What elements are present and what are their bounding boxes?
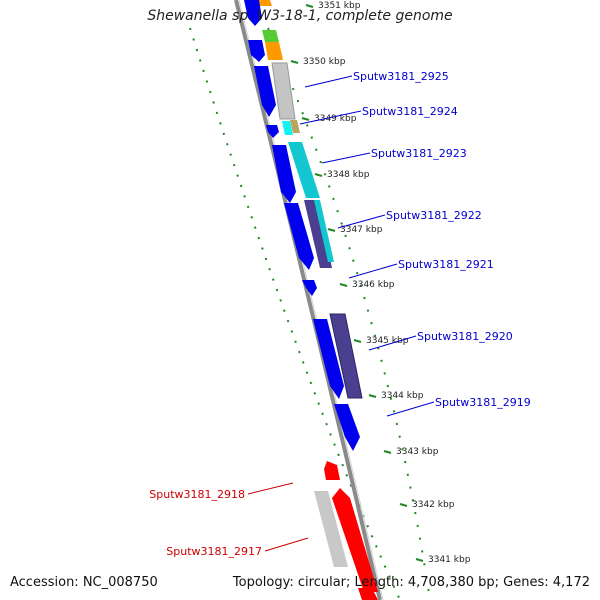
gene-label: Sputw3181_2919: [435, 396, 531, 409]
kbp-ticks: 3351 kbp 3350 kbp 3349 kbp 3348 kbp 3347 kbp…: [290, 1, 471, 565]
kbp-tick-label: 3350 kbp: [303, 57, 346, 67]
reverse-cds: [332, 488, 378, 592]
gene-label: Sputw3181_2925: [353, 70, 449, 83]
tan-feature: [290, 120, 300, 133]
gene-label-leader: [247, 482, 294, 495]
gene-label: Sputw3181_2920: [417, 330, 513, 343]
kbp-tick-label: 3341 kbp: [428, 555, 471, 565]
green-feature: [262, 30, 279, 42]
forward-cds: [313, 319, 344, 399]
map-title: Shewanella sp. W3-18-1, complete genome: [147, 8, 453, 24]
gene-label-leader: [264, 537, 309, 552]
gene-label-leader: [321, 152, 371, 164]
kbp-tick-mark: [301, 117, 310, 121]
kbp-tick-mark: [399, 503, 408, 507]
topology-label: Topology: circular; Length: 4,708,380 bp…: [232, 575, 590, 590]
kbp-tick-mark: [339, 283, 348, 287]
orange-feature: [265, 42, 283, 60]
forward-cds: [244, 0, 262, 26]
accession-label: Accession: NC_008750: [10, 575, 158, 590]
gene-label-leader: [386, 401, 435, 417]
gene-label: Sputw3181_2923: [371, 147, 467, 160]
gene-label-leader: [368, 335, 417, 351]
forward-cds: [334, 404, 360, 451]
kbp-tick-label: 3349 kbp: [314, 114, 357, 124]
forward-cds: [266, 125, 279, 138]
genome-backbone: [234, 0, 382, 600]
kbp-tick-mark: [290, 60, 299, 64]
forward-cds: [248, 40, 265, 62]
gray-feature: [271, 62, 296, 120]
kbp-tick-mark: [305, 4, 314, 8]
cyan-feature: [282, 121, 293, 135]
gray-feature: [314, 491, 348, 567]
gene-label: Sputw3181_2917: [166, 545, 262, 558]
reverse-cds: [324, 461, 340, 480]
kbp-tick-mark: [383, 450, 392, 454]
kbp-tick-label: 3344 kbp: [381, 391, 424, 401]
forward-cds: [284, 203, 314, 270]
reverse-cds: [358, 588, 378, 600]
gene-label: Sputw3181_2918: [149, 488, 245, 501]
inner-ruler-dots: [189, 27, 401, 600]
kbp-tick-label: 3343 kbp: [396, 447, 439, 457]
kbp-tick-mark: [327, 228, 336, 232]
gene-label-leader: [304, 75, 353, 88]
cyan-feature: [314, 200, 334, 262]
forward-cds: [272, 145, 296, 203]
gene-label-leader: [337, 214, 386, 229]
kbp-tick-mark: [353, 339, 362, 343]
kbp-tick-mark: [415, 558, 424, 562]
gene-label: Sputw3181_2924: [362, 105, 458, 118]
orange-feature: [258, 0, 272, 6]
gene-label: Sputw3181_2921: [398, 258, 494, 271]
kbp-tick-mark: [314, 173, 323, 177]
gene-label-leader: [348, 263, 398, 279]
gene-label-leader: [299, 110, 362, 125]
kbp-tick-label: 3342 kbp: [412, 500, 455, 510]
slate-feature: [329, 313, 363, 399]
gene-labels: Sputw3181_2925 Sputw3181_2924 Sputw3181_29…: [149, 70, 530, 558]
kbp-tick-mark: [368, 394, 377, 398]
kbp-tick-label: 3345 kbp: [366, 336, 409, 346]
cyan-feature: [288, 142, 320, 198]
slate-feature: [304, 200, 332, 268]
gene-label: Sputw3181_2922: [386, 209, 482, 222]
forward-cds: [254, 66, 276, 117]
kbp-tick-label: 3351 kbp: [318, 1, 361, 11]
kbp-tick-label: 3348 kbp: [327, 170, 370, 180]
forward-cds: [302, 280, 317, 296]
kbp-tick-label: 3347 kbp: [340, 225, 383, 235]
kbp-tick-label: 3346 kbp: [352, 280, 395, 290]
